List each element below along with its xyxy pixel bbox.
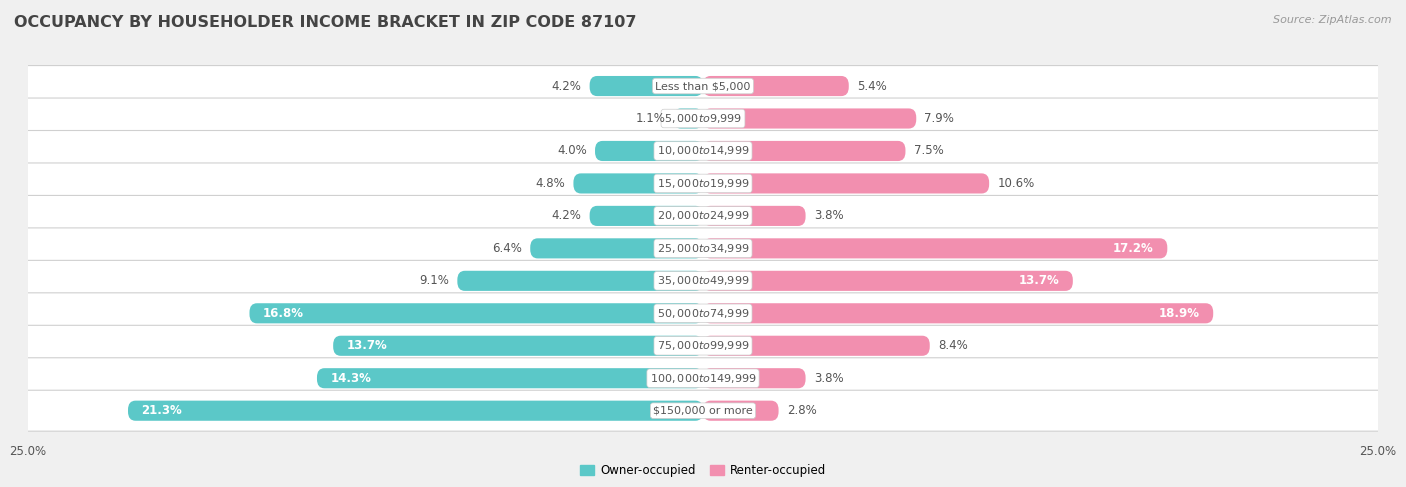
FancyBboxPatch shape <box>703 109 917 129</box>
FancyBboxPatch shape <box>703 76 849 96</box>
FancyBboxPatch shape <box>703 368 806 388</box>
Text: $75,000 to $99,999: $75,000 to $99,999 <box>657 339 749 352</box>
Text: 4.2%: 4.2% <box>551 79 582 93</box>
FancyBboxPatch shape <box>15 98 1391 139</box>
FancyBboxPatch shape <box>15 163 1391 204</box>
Text: Source: ZipAtlas.com: Source: ZipAtlas.com <box>1274 15 1392 25</box>
Text: $150,000 or more: $150,000 or more <box>654 406 752 416</box>
Legend: Owner-occupied, Renter-occupied: Owner-occupied, Renter-occupied <box>575 459 831 482</box>
Text: $20,000 to $24,999: $20,000 to $24,999 <box>657 209 749 223</box>
FancyBboxPatch shape <box>15 261 1391 301</box>
FancyBboxPatch shape <box>703 336 929 356</box>
FancyBboxPatch shape <box>15 131 1391 171</box>
Text: 4.0%: 4.0% <box>557 145 586 157</box>
FancyBboxPatch shape <box>589 76 703 96</box>
FancyBboxPatch shape <box>703 271 1073 291</box>
FancyBboxPatch shape <box>703 141 905 161</box>
Text: 4.2%: 4.2% <box>551 209 582 223</box>
Text: $15,000 to $19,999: $15,000 to $19,999 <box>657 177 749 190</box>
Text: Less than $5,000: Less than $5,000 <box>655 81 751 91</box>
Text: 16.8%: 16.8% <box>263 307 304 320</box>
Text: $10,000 to $14,999: $10,000 to $14,999 <box>657 145 749 157</box>
Text: 13.7%: 13.7% <box>347 339 388 352</box>
Text: 21.3%: 21.3% <box>142 404 183 417</box>
FancyBboxPatch shape <box>703 206 806 226</box>
Text: 10.6%: 10.6% <box>997 177 1035 190</box>
FancyBboxPatch shape <box>316 368 703 388</box>
FancyBboxPatch shape <box>530 238 703 259</box>
Text: 2.8%: 2.8% <box>787 404 817 417</box>
FancyBboxPatch shape <box>595 141 703 161</box>
Text: 6.4%: 6.4% <box>492 242 522 255</box>
FancyBboxPatch shape <box>15 66 1391 107</box>
Text: 17.2%: 17.2% <box>1114 242 1154 255</box>
Text: 8.4%: 8.4% <box>938 339 967 352</box>
FancyBboxPatch shape <box>703 238 1167 259</box>
Text: 1.1%: 1.1% <box>636 112 665 125</box>
FancyBboxPatch shape <box>673 109 703 129</box>
FancyBboxPatch shape <box>15 293 1391 334</box>
Text: 7.9%: 7.9% <box>924 112 955 125</box>
FancyBboxPatch shape <box>15 228 1391 269</box>
FancyBboxPatch shape <box>574 173 703 193</box>
FancyBboxPatch shape <box>15 390 1391 431</box>
FancyBboxPatch shape <box>703 303 1213 323</box>
Text: $5,000 to $9,999: $5,000 to $9,999 <box>664 112 742 125</box>
Text: 3.8%: 3.8% <box>814 372 844 385</box>
FancyBboxPatch shape <box>15 358 1391 399</box>
Text: 18.9%: 18.9% <box>1159 307 1199 320</box>
Text: 13.7%: 13.7% <box>1018 274 1059 287</box>
FancyBboxPatch shape <box>15 325 1391 366</box>
Text: 5.4%: 5.4% <box>856 79 887 93</box>
FancyBboxPatch shape <box>703 401 779 421</box>
Text: $25,000 to $34,999: $25,000 to $34,999 <box>657 242 749 255</box>
FancyBboxPatch shape <box>128 401 703 421</box>
FancyBboxPatch shape <box>703 173 990 193</box>
Text: 4.8%: 4.8% <box>536 177 565 190</box>
Text: OCCUPANCY BY HOUSEHOLDER INCOME BRACKET IN ZIP CODE 87107: OCCUPANCY BY HOUSEHOLDER INCOME BRACKET … <box>14 15 637 30</box>
Text: 7.5%: 7.5% <box>914 145 943 157</box>
FancyBboxPatch shape <box>15 195 1391 236</box>
FancyBboxPatch shape <box>589 206 703 226</box>
Text: $100,000 to $149,999: $100,000 to $149,999 <box>650 372 756 385</box>
Text: 3.8%: 3.8% <box>814 209 844 223</box>
Text: $50,000 to $74,999: $50,000 to $74,999 <box>657 307 749 320</box>
FancyBboxPatch shape <box>457 271 703 291</box>
Text: 14.3%: 14.3% <box>330 372 371 385</box>
Text: 9.1%: 9.1% <box>419 274 450 287</box>
FancyBboxPatch shape <box>333 336 703 356</box>
FancyBboxPatch shape <box>249 303 703 323</box>
Text: $35,000 to $49,999: $35,000 to $49,999 <box>657 274 749 287</box>
